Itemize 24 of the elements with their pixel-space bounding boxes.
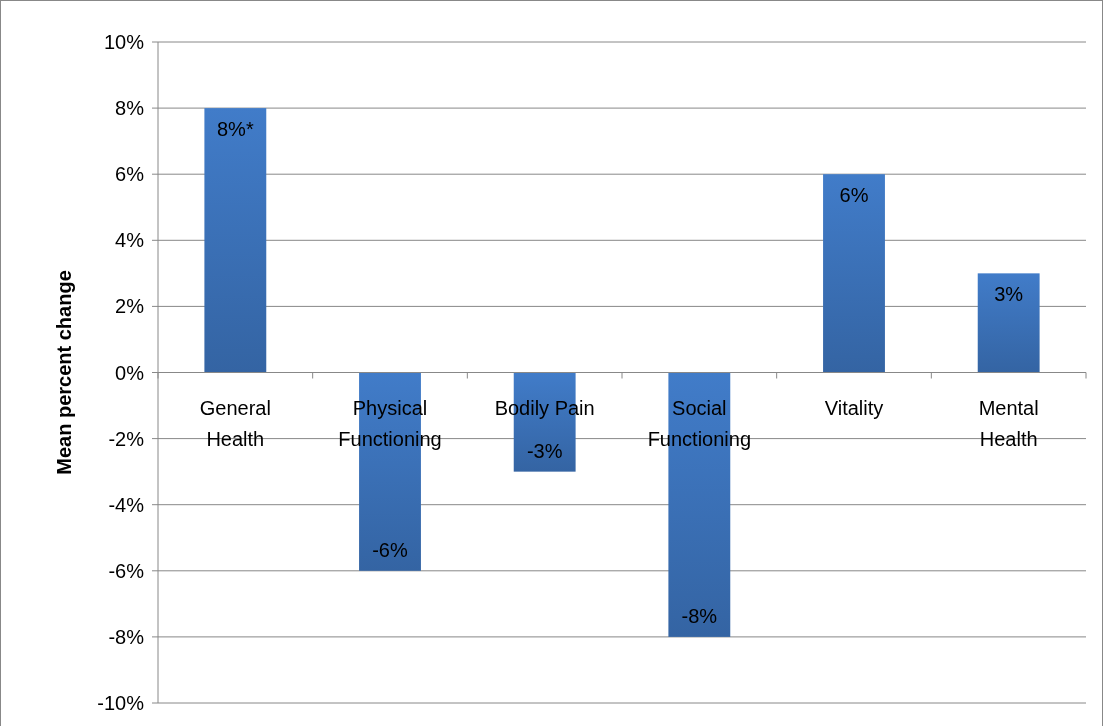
y-tick-label: -6% bbox=[108, 559, 145, 582]
y-tick-label: 0% bbox=[115, 361, 145, 384]
y-tick-label: -10% bbox=[97, 692, 145, 714]
x-tick-label: Vitality bbox=[824, 396, 884, 419]
x-tick-label: Mental Health bbox=[978, 396, 1039, 450]
y-tick-label: 10% bbox=[103, 31, 145, 53]
y-tick-label: -2% bbox=[108, 427, 145, 450]
y-tick-label: -4% bbox=[108, 493, 145, 516]
data-label: 8%* bbox=[216, 118, 254, 141]
y-tick-label: 6% bbox=[115, 163, 145, 186]
bar bbox=[204, 108, 267, 373]
y-tick-label: 4% bbox=[115, 229, 145, 252]
data-label: 3% bbox=[994, 283, 1024, 306]
bar bbox=[977, 273, 1040, 373]
y-axis-title: Mean percent change bbox=[53, 270, 75, 475]
x-tick-label: General Health bbox=[199, 396, 271, 450]
data-label: -3% bbox=[526, 439, 563, 462]
y-tick-label: -8% bbox=[108, 625, 145, 648]
y-tick-label: 2% bbox=[115, 295, 145, 318]
data-label: -6% bbox=[372, 538, 408, 561]
data-label: 6% bbox=[839, 184, 869, 207]
bar bbox=[823, 174, 885, 373]
y-tick-label: 8% bbox=[115, 97, 145, 120]
data-label: -8% bbox=[681, 604, 718, 627]
